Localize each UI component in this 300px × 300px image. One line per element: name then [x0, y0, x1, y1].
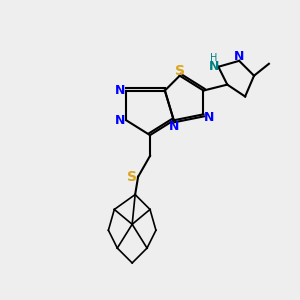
Text: H: H [210, 53, 218, 63]
Text: N: N [169, 120, 179, 133]
Text: S: S [175, 64, 185, 78]
Text: S: S [127, 170, 137, 184]
Text: N: N [115, 114, 125, 127]
Text: N: N [115, 84, 125, 97]
Text: N: N [234, 50, 244, 63]
Text: N: N [209, 60, 219, 73]
Text: N: N [204, 111, 214, 124]
